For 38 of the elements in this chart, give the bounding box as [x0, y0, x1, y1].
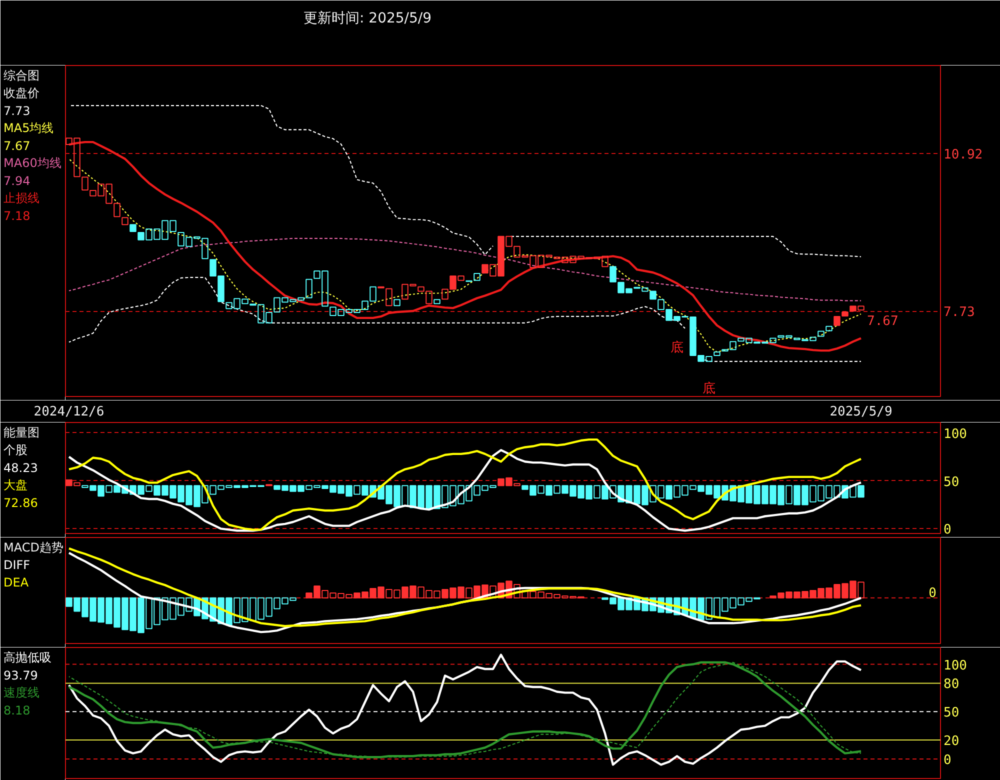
text: 7.67: [4, 139, 30, 153]
annotation: 7.67: [867, 314, 898, 329]
text: MA60均线: [4, 156, 62, 170]
y-tick-label: 100: [944, 426, 967, 442]
text: 速度线: [4, 686, 40, 700]
y-tick-label: 80: [944, 677, 960, 692]
text: 7.73: [4, 104, 30, 118]
text: 大盘: [4, 478, 28, 492]
text: DIFF: [4, 558, 30, 572]
text: 收盘价: [4, 86, 40, 100]
text: 48.23: [4, 461, 38, 475]
y-tick-label: 20: [944, 734, 960, 750]
x-tick-label: 2025/5/9: [830, 404, 892, 420]
chart-title: MACD趋势: [4, 540, 64, 554]
text: 高抛低吸: [4, 650, 52, 664]
text: 个股: [4, 443, 28, 457]
x-tick-label: 2024/12/6: [34, 404, 104, 420]
chart-subtitle: 更新时间: 2025/5/9: [304, 10, 432, 26]
y-tick-label: 10.92: [944, 147, 983, 162]
y-tick-label: 0: [944, 752, 952, 768]
y-tick-label: 0: [944, 522, 952, 538]
y-tick-label: 7.73: [944, 305, 975, 320]
text: 7.18: [4, 209, 30, 223]
text: DEA: [4, 576, 30, 590]
y-tick-label: 50: [944, 474, 960, 490]
text: 72.86: [4, 496, 38, 510]
ref-line-label: 0: [928, 586, 936, 601]
chart-title: 综合图: [4, 68, 40, 82]
text: 93.79: [4, 668, 38, 682]
text: 底: [702, 381, 716, 396]
text: 8.18: [4, 704, 30, 718]
y-tick-label: 100: [944, 658, 967, 674]
text: 止损线: [4, 191, 40, 205]
text: 7.94: [4, 174, 30, 188]
chart-title: 能量图: [4, 426, 40, 440]
text: MA5均线: [4, 121, 54, 135]
text: 底: [670, 340, 684, 356]
y-tick-label: 50: [944, 706, 960, 721]
